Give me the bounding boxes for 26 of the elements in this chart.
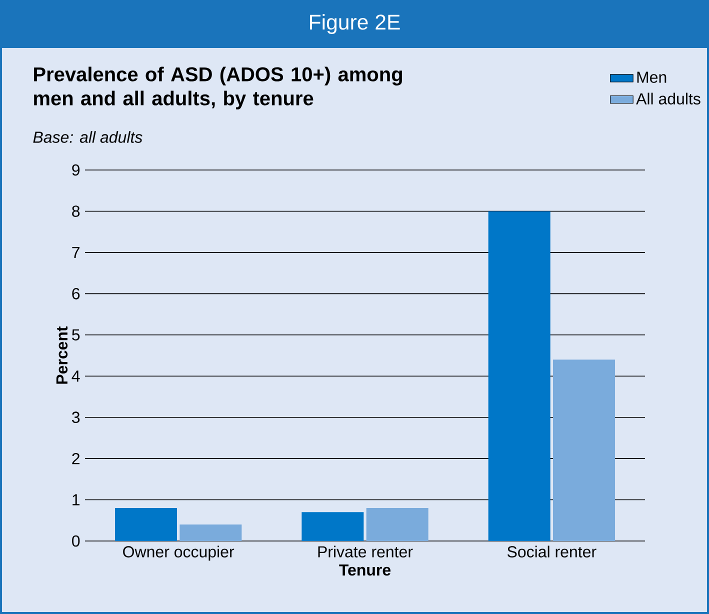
y-tick-label: 2 [72,452,80,464]
bar [115,508,177,542]
x-tick-label: Private renter [318,546,413,558]
bar [553,360,616,542]
bar [488,211,550,542]
x-tick-label: Social renter [507,546,596,558]
y-tick-label: 9 [72,164,80,176]
x-axis-title: Tenure [339,564,391,576]
legend-label: Men [637,72,666,83]
legend-label: All adults [636,92,700,104]
text: Base: all adults [33,131,142,143]
y-tick-label: 0 [72,535,80,547]
x-tick-label: Owner occupier [123,546,234,561]
y-tick-label: 6 [72,288,80,300]
bar [302,512,364,542]
y-tick-label: 3 [72,412,80,423]
chart-subtitle: Prevalence of ASD (ADOS 10+) among men and all adults, by tenure [34,66,402,110]
y-tick-label: 7 [72,246,80,258]
y-tick-label: 5 [72,329,80,340]
bar [180,524,242,542]
chart-title: Figure 2E [310,14,400,34]
y-tick-label: 4 [72,370,80,382]
y-tick-label: 8 [72,206,80,217]
y-axis-title: Percent [56,326,68,384]
y-tick-label: 1 [72,494,80,506]
bar [366,508,428,542]
